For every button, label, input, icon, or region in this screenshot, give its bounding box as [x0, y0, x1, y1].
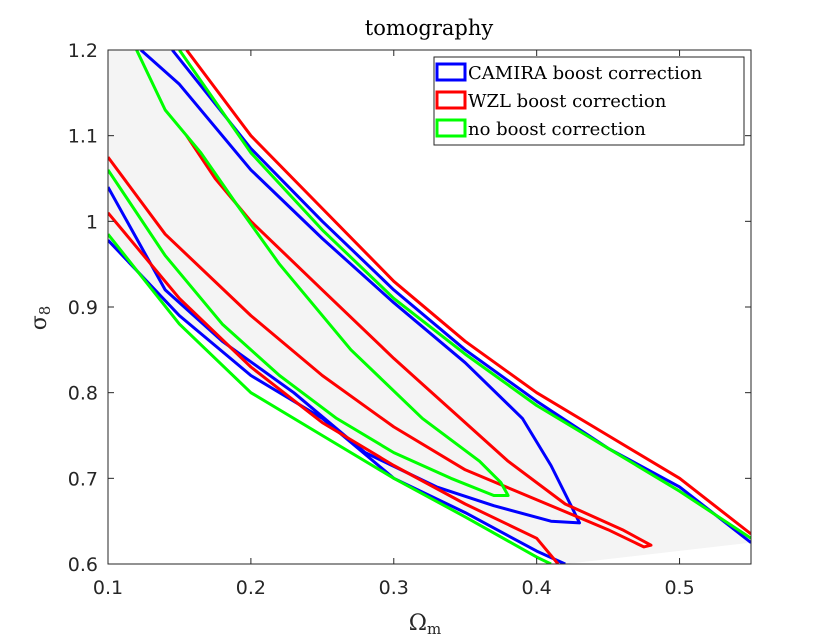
- x-tick-label: 0.1: [93, 577, 123, 599]
- x-tick-label: 0.2: [236, 577, 266, 599]
- x-tick-label: 0.5: [664, 577, 694, 599]
- y-axis-label: σ8: [27, 306, 54, 331]
- x-axis: 0.1 0.2 0.3 0.4 0.5: [93, 50, 695, 599]
- legend-swatch: [435, 118, 467, 138]
- x-tick-label: 0.3: [379, 577, 409, 599]
- contour-2-3: [108, 211, 560, 564]
- y-tick-label: 1.2: [68, 40, 98, 62]
- contour-3-2: [178, 50, 751, 540]
- contour-1-3: [108, 239, 566, 564]
- confidence-fill-region: [108, 50, 751, 564]
- legend-swatch: [435, 90, 467, 110]
- legend-box: [433, 56, 745, 146]
- legend: CAMIRA boost correction WZL boost correct…: [433, 56, 745, 146]
- y-tick-label: 0.8: [68, 383, 98, 405]
- x-axis-label: Ωm: [409, 611, 441, 638]
- contour-3-3: [108, 233, 552, 564]
- x-tick-label: 0.4: [522, 577, 552, 599]
- y-tick-label: 0.6: [68, 554, 98, 576]
- contour-2-2: [185, 50, 751, 536]
- contour-2-1: [108, 134, 653, 549]
- y-tick-label: 1: [86, 211, 98, 233]
- contour-3-1: [108, 50, 510, 497]
- y-tick-label: 0.9: [68, 297, 98, 319]
- legend-label: WZL boost correction: [468, 91, 667, 112]
- chart-title: tomography: [365, 16, 494, 40]
- legend-label: CAMIRA boost correction: [468, 63, 703, 84]
- y-tick-label: 1.1: [68, 126, 98, 148]
- y-axis: 0.6 0.7 0.8 0.9 1 1.1 1.2: [68, 40, 751, 576]
- contour-1-2: [171, 50, 751, 544]
- y-tick-label: 0.7: [68, 468, 98, 490]
- legend-label: no boost correction: [468, 119, 646, 140]
- legend-swatch: [435, 62, 467, 82]
- contour-layer: [108, 50, 751, 564]
